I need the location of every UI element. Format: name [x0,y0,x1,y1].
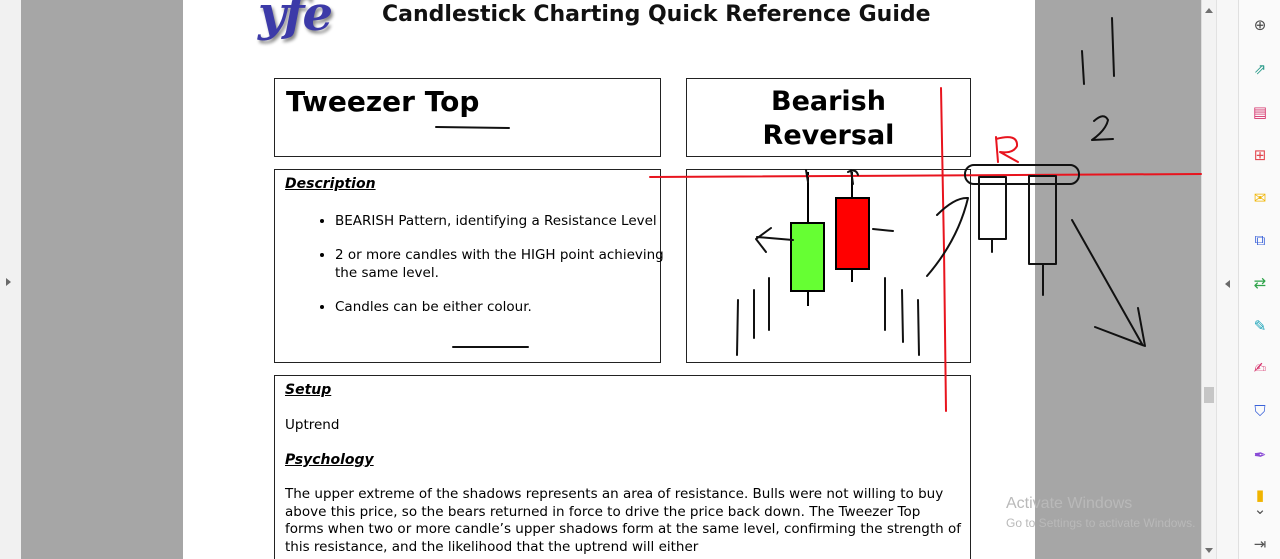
fill-sign-icon[interactable]: ✍ [1253,358,1267,377]
more-tools-icon[interactable]: ▮ [1255,485,1265,504]
reversal-type: Bearish Reversal [687,85,970,153]
tools-pane-toggle[interactable] [1216,0,1239,559]
edit-pdf-icon[interactable]: ✎ [1253,316,1267,335]
document-viewport: yfe Candlestick Charting Quick Reference… [21,0,1201,559]
organize-pages-icon[interactable]: ▤ [1252,102,1268,121]
expand-right-pane-icon[interactable] [1225,280,1230,288]
scroll-down-arrow-icon[interactable] [1205,548,1213,553]
vertical-scrollbar[interactable] [1201,0,1217,559]
setup-psychology-box: Setup Uptrend Psychology The upper extre… [274,375,971,559]
description-list: BEARISH Pattern, identifying a Resistanc… [309,212,665,332]
psychology-heading: Psychology [285,452,374,468]
reversal-type-line2: Reversal [762,120,895,151]
create-pdf-icon[interactable]: ⊞ [1253,145,1267,164]
description-heading: Description [285,176,376,192]
comment-icon[interactable]: ✉ [1253,188,1267,207]
scroll-thumb[interactable] [1204,387,1214,403]
list-item: BEARISH Pattern, identifying a Resistanc… [335,212,665,230]
reversal-type-line1: Bearish [771,86,886,117]
list-item: 2 or more candles with the HIGH point ac… [335,246,665,282]
expand-left-pane-icon[interactable] [6,278,11,286]
scroll-down-icon[interactable]: ⌄ [1253,499,1267,518]
export-pdf-icon[interactable]: ⇗ [1253,59,1267,78]
collapse-pane-icon[interactable]: ⇥ [1253,534,1267,553]
watermark-line1: Activate Windows [1006,495,1133,512]
bull-candle-body [790,222,825,292]
description-box: Description BEARISH Pattern, identifying… [274,169,664,363]
document-title: Candlestick Charting Quick Reference Gui… [382,2,931,27]
scroll-up-icon[interactable] [1205,8,1213,13]
pattern-name-box: Tweezer Top [274,78,661,157]
setup-heading: Setup [285,382,332,398]
pdf-page: yfe Candlestick Charting Quick Reference… [183,0,1035,559]
request-signature-icon[interactable]: ✒ [1253,445,1267,464]
windows-activation-watermark: Activate Windows Go to Settings to activ… [1006,495,1195,530]
combine-files-icon[interactable]: ⧉ [1254,230,1266,249]
tools-pane: ⊕ ⇗ ▤ ⊞ ✉ ⧉ ⇄ ✎ ✍ ⛉ ✒ ▮ ⌄ ⇥ [1238,0,1280,559]
pattern-illustration-box [686,169,971,363]
zoom-icon[interactable]: ⊕ [1253,15,1267,34]
bear-candle-body [835,197,870,270]
list-item: Candles can be either colour. [335,298,665,316]
psychology-text: The upper extreme of the shadows represe… [285,486,961,555]
watermark-line2: Go to Settings to activate Windows. [1006,516,1196,530]
pattern-name: Tweezer Top [286,85,480,118]
candle-illustration [790,172,870,306]
setup-text: Uptrend [285,417,340,433]
reversal-type-box: Bearish Reversal [686,78,971,157]
compress-icon[interactable]: ⇄ [1253,273,1267,292]
logo: yfe [258,0,333,42]
left-nav-strip [0,0,22,559]
protect-icon[interactable]: ⛉ [1254,401,1266,420]
